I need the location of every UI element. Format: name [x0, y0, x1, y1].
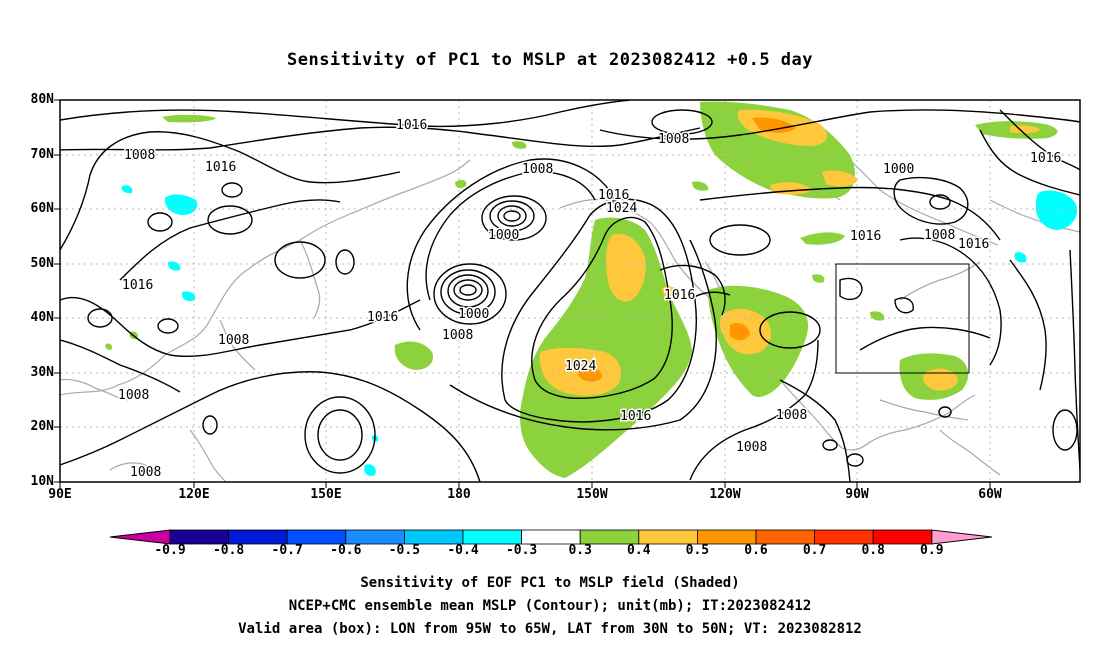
lon-label: 60W — [978, 487, 1002, 502]
lon-label: 150W — [576, 487, 608, 502]
lon-label: 90E — [48, 487, 72, 502]
contour-label: 1008 — [658, 132, 689, 147]
colorbar-label: 0.7 — [802, 543, 827, 558]
lon-label: 90W — [845, 487, 869, 502]
colorbar-label: 0.4 — [627, 543, 651, 558]
colorbar — [109, 529, 992, 545]
colorbar-label: -0.4 — [447, 543, 479, 558]
colorbar-segment — [638, 529, 698, 545]
colorbar-segment — [697, 529, 757, 545]
footer-line-2: NCEP+CMC ensemble mean MSLP (Contour); u… — [288, 598, 812, 614]
colorbar-label: -0.8 — [212, 543, 245, 558]
colorbar-segment — [579, 529, 640, 545]
colorbar-label: 0.5 — [685, 543, 710, 558]
footer-line-1: Sensitivity of EOF PC1 to MSLP field (Sh… — [360, 575, 740, 591]
lon-label: 150E — [310, 487, 342, 502]
colorbar-segment — [286, 529, 347, 545]
lat-label: 70N — [30, 147, 54, 162]
contour-label: 1008 — [218, 333, 249, 348]
contour-label: 1016 — [205, 160, 236, 175]
colorbar-segment — [521, 529, 581, 545]
contour-label: 1024 — [606, 201, 637, 216]
lon-label: 120E — [178, 487, 210, 502]
lat-label: 60N — [30, 201, 54, 216]
contour-label: 1008 — [442, 328, 473, 343]
tick-marks — [54, 99, 991, 488]
mslp-contours — [60, 100, 1080, 482]
colorbar-segment — [814, 529, 874, 545]
contour-label: 1024 — [565, 359, 596, 374]
contour-label: 1008 — [522, 162, 553, 177]
colorbar-right-arrow — [931, 529, 992, 545]
contour-label: 1000 — [458, 307, 489, 322]
contour-label: 1008 — [124, 148, 155, 163]
colorbar-label: -0.3 — [505, 543, 538, 558]
colorbar-segment — [345, 529, 405, 545]
colorbar-label: 0.8 — [861, 543, 885, 558]
lat-label: 30N — [30, 365, 54, 380]
contour-label: 1000 — [883, 162, 914, 177]
colorbar-segment — [228, 529, 288, 545]
lat-label: 80N — [30, 92, 54, 107]
lon-label: 120W — [709, 487, 741, 502]
colorbar-label: -0.9 — [154, 543, 186, 558]
contour-label: 1008 — [118, 388, 149, 403]
colorbar-left-arrow — [109, 529, 171, 545]
colorbar-label: 0.3 — [568, 543, 592, 558]
colorbar-segment — [403, 529, 464, 545]
lat-label: 10N — [30, 474, 54, 489]
contour-label: 1016 — [664, 288, 695, 303]
contour-label: 1008 — [130, 465, 161, 480]
contour-label: 1016 — [122, 278, 153, 293]
colorbar-label: -0.5 — [388, 543, 421, 558]
lat-label: 20N — [30, 419, 54, 434]
sensitivity-shading — [105, 101, 1078, 478]
valid-area-box — [835, 263, 970, 374]
contour-label: 1016 — [958, 237, 989, 252]
colorbar-label: 0.6 — [744, 543, 768, 558]
contour-label: 1016 — [620, 409, 651, 424]
contour-labels: 1016 1008 1016 1008 1016 1016 1008 1008 … — [117, 117, 1063, 482]
plot-frame — [59, 99, 1081, 483]
contour-label: 1008 — [736, 440, 767, 455]
lat-label: 40N — [30, 310, 54, 325]
colorbar-segment — [872, 529, 933, 545]
colorbar-label: -0.6 — [330, 543, 362, 558]
contour-label: 1016 — [367, 310, 398, 325]
colorbar-segment — [462, 529, 522, 545]
footer-line-3: Valid area (box): LON from 95W to 65W, L… — [238, 621, 862, 637]
colorbar-segment — [169, 529, 229, 545]
contour-label: 1016 — [1030, 151, 1061, 166]
lat-label: 50N — [30, 256, 54, 271]
map-title: Sensitivity of PC1 to MSLP at 2023082412… — [286, 50, 813, 70]
contour-label: 1008 — [776, 408, 807, 423]
lon-label: 180 — [447, 487, 471, 502]
colorbar-label: -0.7 — [271, 543, 303, 558]
colorbar-label: 0.9 — [920, 543, 944, 558]
contour-label: 1008 — [924, 228, 955, 243]
contour-label: 1016 — [396, 118, 427, 133]
contour-label: 1016 — [598, 188, 629, 203]
contour-label: 1000 — [488, 228, 519, 243]
contour-label: 1016 — [850, 229, 881, 244]
colorbar-segment — [755, 529, 815, 545]
